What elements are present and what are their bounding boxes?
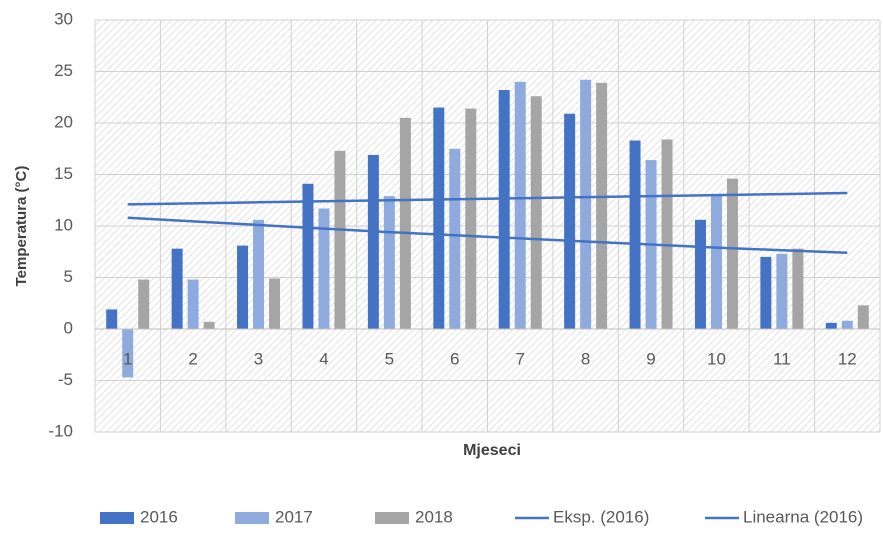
bar — [841, 320, 853, 329]
bar — [596, 82, 608, 329]
legend-label: Eksp. (2016) — [553, 507, 649, 526]
y-tick-label: 0 — [64, 318, 73, 337]
legend-swatch — [375, 512, 409, 524]
x-tick-label: 8 — [581, 349, 590, 368]
y-tick-label: 15 — [54, 164, 73, 183]
bar — [171, 248, 183, 329]
bar — [318, 208, 330, 329]
bar — [514, 81, 526, 329]
trend-line — [127, 216, 848, 255]
bar — [367, 154, 379, 329]
legend-label: 2018 — [415, 507, 453, 526]
y-tick-label: -5 — [58, 370, 73, 389]
x-tick-label: 1 — [123, 349, 132, 368]
bar — [498, 90, 510, 329]
x-tick-label: 7 — [515, 349, 524, 368]
bar — [203, 321, 215, 329]
bar — [465, 108, 477, 329]
y-tick-label: 20 — [54, 112, 73, 131]
bar — [399, 117, 411, 329]
bar — [187, 279, 199, 329]
trend-line — [127, 191, 848, 206]
bar — [106, 309, 118, 329]
bar — [433, 107, 445, 329]
bar — [726, 178, 738, 329]
bar — [825, 322, 837, 329]
y-tick-label: 10 — [54, 215, 73, 234]
bar — [530, 96, 542, 329]
bar — [760, 256, 772, 329]
y-tick-label: 5 — [64, 267, 73, 286]
bar — [857, 305, 869, 329]
x-tick-label: 12 — [838, 349, 857, 368]
bar — [629, 140, 641, 329]
x-tick-label: 4 — [319, 349, 328, 368]
bar — [237, 245, 249, 329]
bar — [661, 139, 673, 329]
bar — [694, 219, 706, 329]
legend-label: Linearna (2016) — [743, 507, 863, 526]
x-tick-label: 2 — [188, 349, 197, 368]
x-tick-label: 10 — [707, 349, 726, 368]
bar — [383, 196, 395, 329]
y-axis-label: Temperatura (°C) — [13, 166, 30, 287]
bar — [334, 150, 346, 329]
bar — [253, 219, 265, 329]
x-tick-label: 11 — [773, 349, 791, 368]
bar — [302, 183, 314, 329]
x-tick-label: 3 — [254, 349, 263, 368]
bar — [792, 248, 804, 329]
bar — [138, 279, 150, 329]
legend-label: 2016 — [140, 507, 178, 526]
x-tick-label: 6 — [450, 349, 459, 368]
x-axis-label: Mjeseci — [463, 442, 521, 459]
bar — [580, 79, 592, 330]
y-tick-label: 30 — [54, 9, 73, 28]
bar — [122, 329, 134, 378]
x-tick-label: 9 — [646, 349, 655, 368]
legend-label: 2017 — [275, 507, 313, 526]
legend-swatch — [100, 512, 134, 524]
bar — [449, 148, 461, 329]
bar — [269, 278, 281, 329]
bar — [564, 113, 576, 329]
y-tick-label: -10 — [48, 421, 73, 440]
x-tick-label: 5 — [385, 349, 394, 368]
bar — [710, 196, 722, 329]
legend-swatch — [235, 512, 269, 524]
y-tick-label: 25 — [54, 61, 73, 80]
bar — [776, 253, 788, 329]
